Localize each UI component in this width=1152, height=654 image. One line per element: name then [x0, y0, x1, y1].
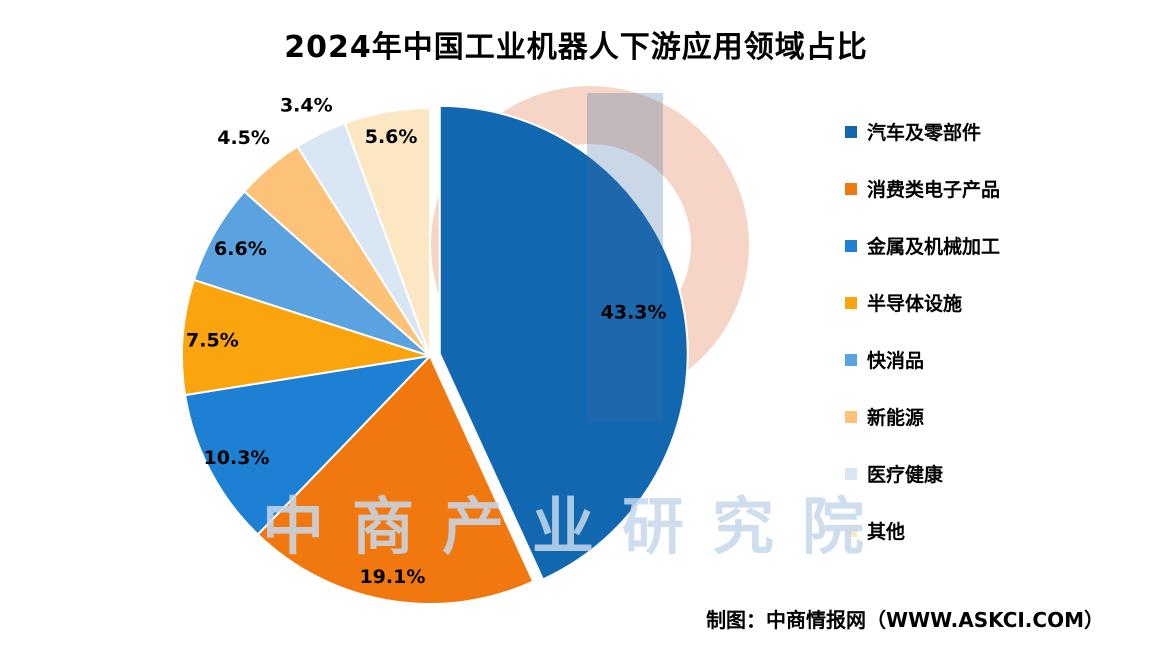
legend-swatch-icon [845, 296, 857, 309]
slice-percent-label: 19.1% [359, 566, 425, 588]
legend-swatch-icon [845, 410, 857, 423]
legend-item-1: 汽车及零部件 [845, 103, 1000, 160]
legend: 汽车及零部件 消费类电子产品 金属及机械加工 半导体设施快消品新能源医疗健康其他 [845, 103, 1000, 559]
pie-slice-8 [343, 106, 431, 357]
legend-swatch-icon [845, 182, 857, 195]
legend-item-7: 医疗健康 [845, 445, 1000, 502]
legend-swatch-icon [845, 524, 857, 537]
slice-percent-label: 7.5% [186, 329, 239, 351]
logo-bar-watermark-icon [587, 93, 663, 421]
pie-slice-2 [256, 354, 535, 605]
legend-label: 新能源 [867, 407, 925, 429]
legend-swatch-icon [845, 239, 857, 252]
chart-title: 2024年中国工业机器人下游应用领域占比 [284, 30, 868, 65]
legend-item-8: 其他 [845, 502, 1000, 559]
legend-label: 半导体设施 [867, 293, 963, 315]
legend-swatch-icon [845, 467, 857, 480]
slice-percent-label: 10.3% [204, 447, 270, 469]
pie-slice-1 [438, 104, 689, 581]
source-credit: 制图：中商情报网（WWW.ASKCI.COM） [706, 608, 1104, 632]
legend-item-4: 半导体设施 [845, 274, 1000, 331]
legend-label: 其他 [867, 521, 906, 543]
legend-item-2: 消费类电子产品 [845, 160, 1000, 217]
slice-percent-label: 3.4% [280, 95, 333, 117]
legend-label: 汽车及零部件 [867, 122, 982, 144]
slice-labels-group: 43.3% 19.1% 10.3% 7.5% 6.6% 4.5% 3.4% 5.6% [186, 95, 667, 588]
legend-item-3: 金属及机械加工 [845, 217, 1000, 274]
legend-item-6: 新能源 [845, 388, 1000, 445]
legend-swatch-icon [845, 125, 857, 138]
legend-label: 快消品 [867, 350, 925, 372]
legend-swatch-icon [845, 353, 857, 366]
pie-slices-group [181, 104, 689, 605]
legend-label: 医疗健康 [867, 464, 944, 486]
slice-percent-label: 5.6% [365, 126, 418, 148]
legend-label: 消费类电子产品 [867, 179, 1001, 201]
pie-slice-3 [183, 354, 433, 536]
legend-item-5: 快消品 [845, 331, 1000, 388]
slice-percent-label: 43.3% [601, 302, 667, 324]
legend-label: 金属及机械加工 [867, 236, 1001, 258]
slice-percent-label: 6.6% [214, 238, 267, 260]
slice-percent-label: 4.5% [217, 127, 270, 149]
pie-slice-4 [181, 278, 431, 397]
